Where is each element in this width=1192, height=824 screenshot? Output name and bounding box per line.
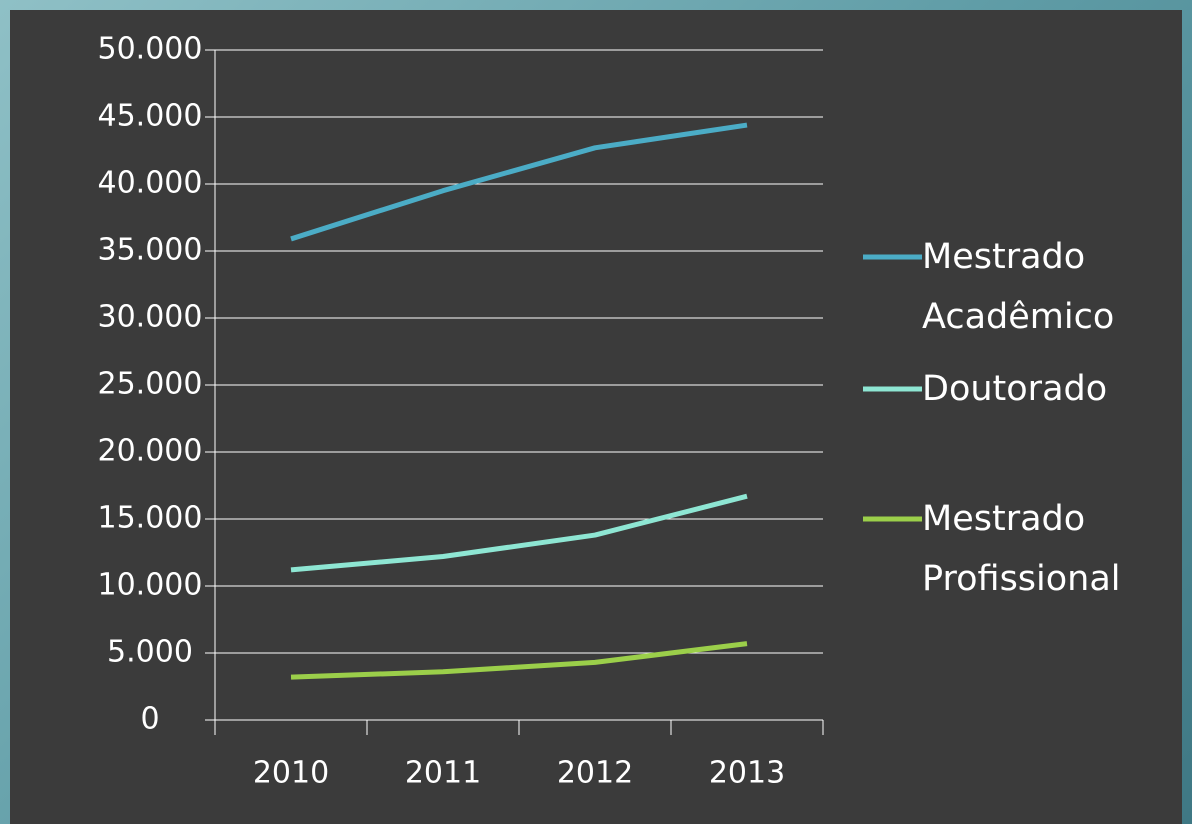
y-tick-label: 15.000 [98, 501, 203, 536]
y-tick-label: 30.000 [98, 300, 203, 335]
y-tick-label: 35.000 [98, 233, 203, 268]
y-tick-label: 45.000 [98, 99, 203, 134]
x-tick-label: 2012 [557, 756, 633, 791]
y-tick-label: 20.000 [98, 434, 203, 469]
y-tick-label: 5.000 [107, 635, 193, 670]
series-line [290, 493, 748, 573]
legend-label: Doutorado [922, 369, 1108, 409]
x-tick-label: 2013 [709, 756, 785, 791]
y-tick-label: 40.000 [98, 166, 203, 201]
y-tick-label: 50.000 [98, 32, 203, 67]
legend-label: Mestrado Profissional [922, 499, 1121, 599]
series-line [290, 122, 748, 242]
y-tick-label: 25.000 [98, 367, 203, 402]
x-tick-label: 2011 [405, 756, 481, 791]
x-tick-label: 2010 [253, 756, 329, 791]
legend-label: Mestrado Acadêmico [922, 237, 1115, 337]
series-line [290, 641, 748, 680]
y-tick-label: 10.000 [98, 568, 203, 603]
y-tick-label: 0 [140, 702, 159, 737]
